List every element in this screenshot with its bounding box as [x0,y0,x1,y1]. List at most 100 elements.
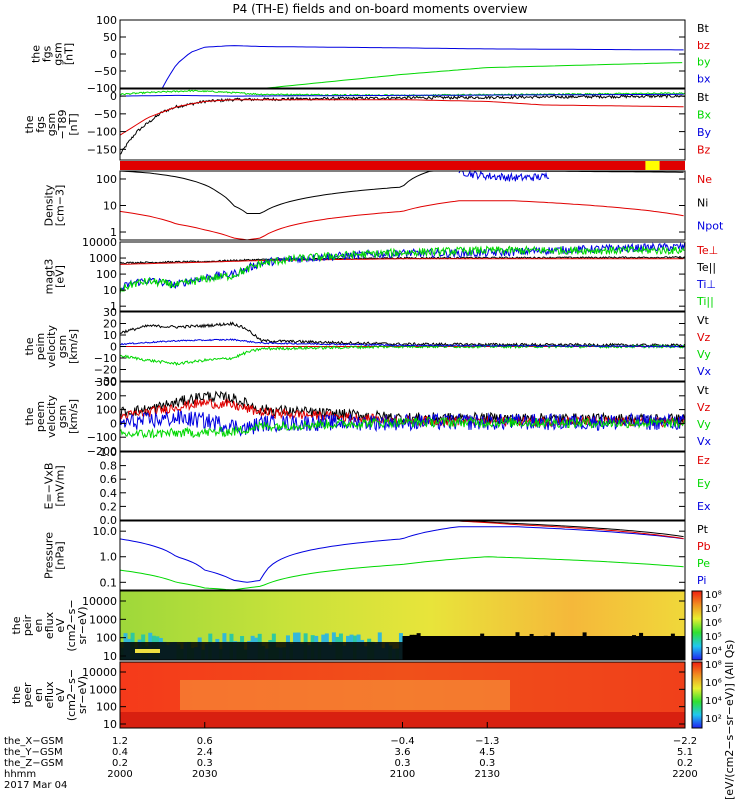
y-tick-label: −30 [94,375,117,388]
panel-frame [119,19,686,89]
legend-bx: bx [697,72,711,85]
heatmap-cell [120,642,685,660]
y-axis-label-line: en [32,688,45,702]
y-tick-label: 100 [96,404,117,417]
heatmap-cell [135,649,160,653]
x-axis-date: 2017 Mar 04 [4,780,67,791]
series-Bt-line [119,94,685,155]
legend-Ti⊥: Ti⊥ [696,278,716,291]
panel-density: 100 10 1 Density[cm−3] Ne Ni Npot [43,169,724,241]
y-tick-label: −150 [87,143,117,156]
panel-fgs_gsm: 100 50 0 −50 −100 thefgsgsm[nT] Bt bz by bx [30,14,711,95]
x-tick-value: 0.3 [395,758,411,769]
y-axis-label-line: (cm2−s− [65,669,78,721]
series-Ti||-line [119,245,685,295]
y-axis-label-line: gsm [52,42,65,65]
y-tick-label: −100 [87,126,117,139]
y-tick-label: 10 [103,284,117,297]
x-tick-value: 1.2 [112,736,128,747]
legend-Vt: Vt [697,314,710,327]
y-tick-label: 10 [103,650,117,663]
y-axis-label-line: fgs [34,116,47,133]
legend-Ni: Ni [697,196,708,209]
y-tick-label: 0.0 [100,514,118,527]
x-tick-value: 0.3 [197,758,213,769]
legend-Ti||: Ti|| [696,295,714,308]
series-Pt-line [458,520,684,538]
y-tick-label: 10 [103,718,117,731]
series-Vx-line [119,409,685,437]
heatmap-cell [120,712,685,728]
legend-Pb: Pb [697,540,711,553]
x-row-label: the_Z−GSM [4,758,63,769]
y-axis-label: thepeirenefluxeV(cm2−s−sr−eV) [10,599,89,651]
y-tick-label: 1 [110,226,117,239]
y-tick-label: −200 [87,445,117,458]
series-by-line [266,62,683,89]
y-tick-label: 50 [103,31,117,44]
y-axis-label-line: eV [54,687,67,702]
y-axis-label-line: [mV/m] [54,465,67,506]
panel-efield: 1.00.80.60.40.20.0 E=−VxB[mV/m] Ez Ey Ex [43,446,711,527]
flag-segment [645,161,660,170]
series-Vt-line [119,321,686,348]
panel-pressure: 10.0 1.0 0.1 Pressure[nPa] Pt Pb Pe Pi [43,520,711,591]
y-axis-label-line: the [10,616,23,634]
y-axis-label-line: E=−VxB [43,463,56,510]
y-axis-label-line: peer [21,682,34,708]
y-axis-label-line: eflux [43,681,56,709]
series-Te⊥-line [119,258,684,265]
panel-esa_flag [120,161,685,170]
y-axis-label-line: en [32,619,45,633]
y-tick-label: −50 [94,65,117,78]
y-tick-label: −10 [94,352,117,365]
legend-Pe: Pe [697,557,710,570]
series-Pb-line [458,520,684,540]
y-axis-label-line: peem [34,401,47,432]
y-tick-label: 300 [96,376,117,389]
panel-peir_eflux: 10000 1000 100 10 thepeirenefluxeV(cm2−s−sr−… [10,590,686,663]
colorbar-label: [eV/(cm2−s−sr−eV)] (All Qs) [723,640,736,800]
y-axis-label-line: [nT] [63,43,76,65]
legend-Vz: Vz [697,331,711,344]
y-tick-label: 0.1 [100,576,118,589]
panel-frame [119,381,686,452]
y-tick-label: 0.4 [100,487,118,500]
flag-segment [120,161,646,170]
series-By-line [119,93,684,97]
y-axis-label-line: peir [21,614,34,636]
legend-Vy: Vy [697,348,711,361]
colorbar-tick: 10² [705,714,722,725]
y-tick-label: 0 [110,48,117,61]
y-axis-label-line: peim [34,333,47,361]
x-tick-value: 0.2 [112,758,128,769]
y-axis-label-line: fgs [41,45,54,62]
legend-Bt: Bt [697,91,710,104]
y-axis-label-line: [km/s] [67,399,80,434]
y-tick-label: 0.2 [100,500,118,513]
colorbar-tick: 10⁵ [705,632,722,643]
y-axis-label: thefgsgsm−T89[nT] [23,110,80,140]
x-tick-value: 3.6 [395,747,411,758]
y-axis-label-line: gsm [56,335,69,358]
legend-By: By [697,126,712,139]
x-tick-value: 0.6 [197,736,213,747]
y-axis-label-line: [nT] [67,113,80,135]
legend-Pi: Pi [697,574,706,587]
legend-Te||: Te|| [696,261,716,274]
x-tick-value: −2.2 [673,736,697,747]
y-tick-label: 100 [96,173,117,186]
y-axis-label: Pressure[nPa] [43,532,67,579]
x-axis: the_X−GSM 1.2 0.6 −0.4 −1.3 −2.2 the_Y−GSM 0.4 2… [4,722,698,791]
y-tick-label: 100 [96,701,117,714]
panel-frame [119,451,686,521]
y-axis-label: thepeerenefluxeV(cm2−s−sr−eV) [10,669,89,721]
legend-Ne: Ne [697,173,712,186]
x-row-label: the_X−GSM [4,736,63,747]
colorbar-tick: 10⁷ [705,604,722,615]
x-tick-value: 2100 [390,769,415,780]
y-axis-label-line: the [23,115,36,133]
y-axis-label: Density[cm−3] [43,184,67,226]
legend-Bx: Bx [697,109,712,122]
x-tick-value: 4.5 [479,747,495,758]
